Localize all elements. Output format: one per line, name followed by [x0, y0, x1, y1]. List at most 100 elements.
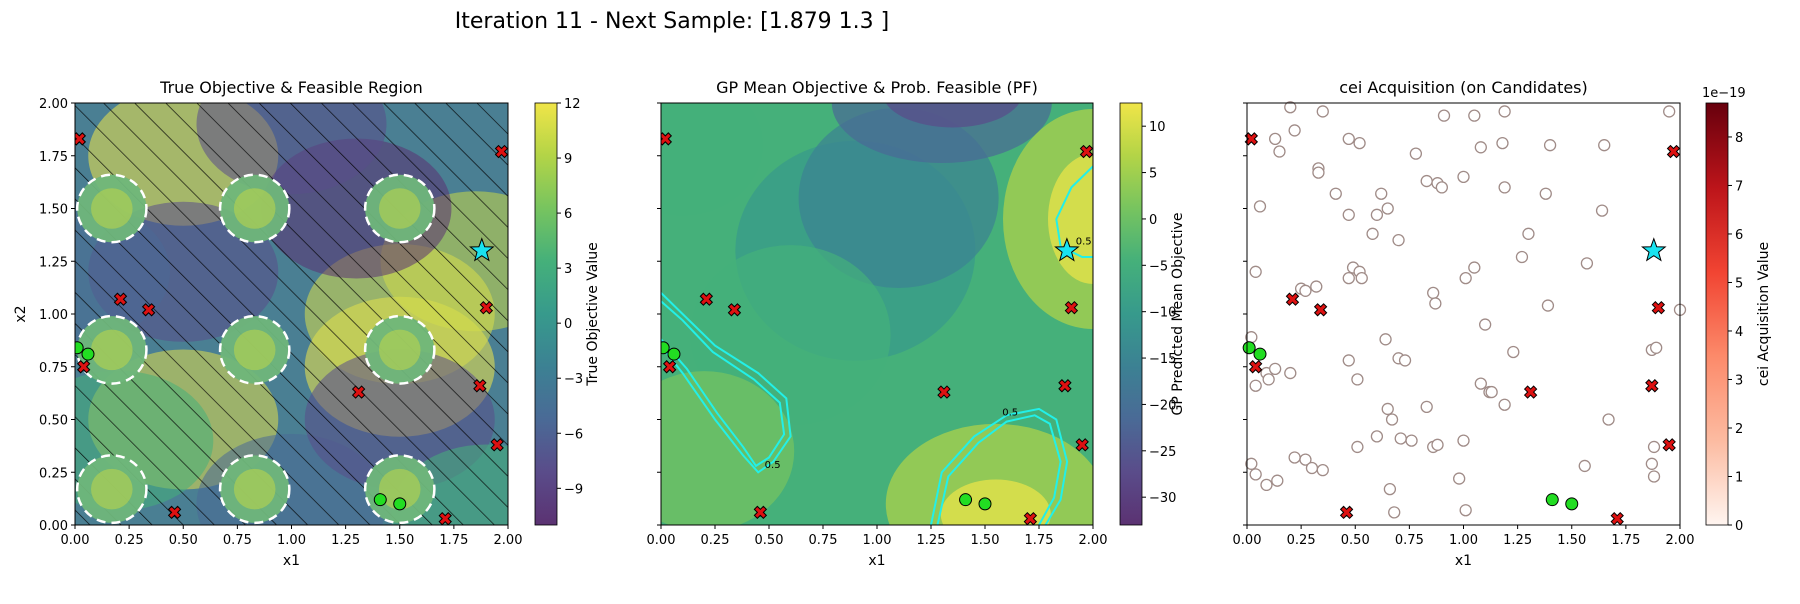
infeasible-observation	[1662, 438, 1676, 452]
infeasible-observation-shape	[661, 132, 673, 146]
colorbar-tick-label: 3	[1735, 373, 1743, 388]
candidate-point	[1351, 373, 1364, 386]
candidate-point	[1485, 385, 1498, 399]
feasible-observation	[661, 341, 670, 355]
infeasible-observation-shape	[1064, 300, 1079, 315]
candidate-point	[1457, 170, 1470, 184]
candidate-point	[1375, 187, 1388, 200]
x-tick-label: 1.50	[1557, 533, 1586, 548]
infeasible-observation	[1064, 300, 1079, 315]
candidate-point	[1429, 297, 1442, 310]
infeasible-observation	[141, 303, 156, 317]
candidate-point	[1385, 413, 1399, 426]
candidate-point	[1249, 468, 1262, 481]
infeasible-observation-shape	[141, 303, 156, 317]
x-tick-label: 0.75	[223, 533, 252, 548]
colorbar-tick-label: 0	[1735, 519, 1743, 534]
infeasible-observation-shape	[662, 360, 677, 374]
candidate-point	[1498, 398, 1511, 411]
infeasible-observation	[1023, 511, 1038, 525]
feasible-observation	[959, 493, 973, 507]
colorbar-tick-label: 2	[1735, 422, 1743, 437]
candidate-point	[1398, 354, 1412, 367]
feasible-region-boundary	[363, 173, 436, 244]
colorbar-label: cei Acquisition Value	[1756, 242, 1772, 386]
candidate-point	[1479, 318, 1492, 331]
infeasible-observation-shape	[1662, 438, 1676, 452]
colorbar-tick-label: 6	[564, 207, 572, 222]
x-tick-label: 2.00	[494, 533, 523, 548]
candidate-point	[1394, 432, 1407, 445]
gp-mean-blob	[661, 371, 795, 525]
x-tick-label: 1.50	[385, 533, 414, 548]
infeasible-observation	[113, 292, 128, 306]
field-background	[1247, 103, 1680, 525]
pf-contour-label: 0.5	[1076, 236, 1092, 247]
candidate-point	[1647, 470, 1661, 483]
feasible-observation	[1253, 347, 1267, 361]
colorbar-tick-label: 6	[1735, 228, 1743, 243]
candidate-point	[1383, 482, 1397, 496]
colorbar-tick-label: −25	[1149, 445, 1176, 460]
infeasible-observation	[1244, 132, 1259, 146]
infeasible-observation	[490, 438, 504, 452]
infeasible-observation	[473, 379, 487, 393]
infeasible-observation	[167, 505, 182, 520]
candidate-point	[1342, 208, 1355, 221]
x-tick-label: 0.00	[647, 533, 676, 548]
infeasible-observation-shape	[1058, 379, 1072, 393]
infeasible-observation	[699, 292, 714, 306]
candidate-point	[1498, 105, 1511, 118]
candidate-point	[1305, 461, 1319, 475]
colorbar-tick-label: 4	[1735, 325, 1743, 340]
candidate-point	[1351, 440, 1364, 454]
feasible-region-core	[378, 188, 421, 229]
feasible-region-core	[378, 329, 421, 371]
infeasible-observation-shape	[1285, 292, 1300, 306]
y-tick-label: 0.25	[39, 466, 68, 481]
candidate-point	[1663, 105, 1676, 118]
feasible-region-core	[91, 329, 133, 371]
candidate-point	[1405, 434, 1418, 447]
candidate-point	[1457, 434, 1470, 447]
x-tick-label: 0.00	[1233, 533, 1262, 548]
y-tick-label: 1.25	[39, 255, 68, 270]
colorbar-tick-label: −3	[564, 372, 583, 387]
x-tick-label: 0.25	[1287, 533, 1316, 548]
colorbar	[1705, 102, 1729, 526]
infeasible-observation-shape	[479, 300, 494, 315]
candidate-point	[1310, 280, 1323, 293]
infeasible-observation	[1339, 505, 1354, 520]
candidate-point	[1299, 284, 1312, 297]
gp-mean-blob	[1048, 154, 1093, 285]
infeasible-observation-shape	[1339, 505, 1354, 520]
candidate-point	[1342, 354, 1355, 367]
feasible-observation	[81, 347, 95, 361]
candidate-point	[1392, 233, 1405, 247]
axes-title: GP Mean Objective & Prob. Feasible (PF)	[716, 78, 1038, 97]
infeasible-observation	[1645, 379, 1659, 393]
candidate-point	[1602, 413, 1615, 426]
gp-mean-blob	[885, 103, 1020, 128]
colorbar-tick-label: 9	[564, 152, 572, 167]
infeasible-observation	[661, 132, 673, 146]
candidate-point	[1245, 457, 1258, 470]
y-tick-label: 1.00	[39, 308, 68, 323]
pf-contour-right	[1055, 165, 1093, 258]
x-tick-label: 1.00	[1449, 533, 1478, 548]
x-tick-label: 1.25	[1503, 533, 1532, 548]
infeasible-observation	[937, 385, 951, 399]
x-axis-label: x1	[868, 553, 885, 569]
infeasible-observation	[1075, 438, 1089, 452]
y-tick-label: 0.75	[39, 361, 68, 376]
feasible-region-core	[378, 468, 421, 510]
infeasible-observation	[479, 300, 494, 315]
infeasible-observation-shape	[1645, 379, 1659, 393]
feasible-region-boundary	[75, 173, 148, 244]
feasible-region-boundary	[363, 454, 436, 525]
x-tick-label: 0.75	[1395, 533, 1424, 548]
x-tick-label: 1.75	[1025, 533, 1054, 548]
candidate-point	[1437, 109, 1451, 122]
axes-title: cei Acquisition (on Candidates)	[1339, 78, 1588, 97]
